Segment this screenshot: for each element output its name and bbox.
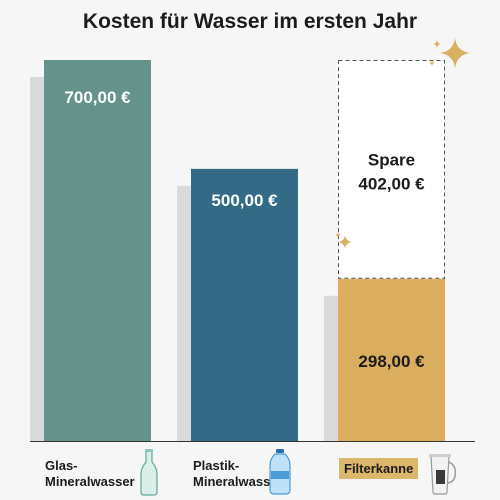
savings-value-label: 402,00 € bbox=[358, 174, 425, 193]
sparkle-icon bbox=[433, 40, 441, 48]
sparkle-icon bbox=[440, 38, 470, 68]
category-label-glas: Glas- Mineralwasser bbox=[45, 458, 135, 489]
bar-value-label: 298,00 € bbox=[358, 352, 425, 371]
bar-filterkanne bbox=[338, 278, 445, 441]
savings-label: Spare bbox=[368, 150, 415, 169]
bar-value-label: 700,00 € bbox=[64, 88, 131, 107]
filter-pitcher-icon bbox=[429, 454, 457, 495]
bar-plastik bbox=[191, 168, 298, 441]
category-label-filterkanne: Filterkanne bbox=[339, 458, 419, 479]
bar-value-label: 500,00 € bbox=[211, 191, 278, 210]
bar-glas bbox=[44, 60, 151, 441]
category-label-plastik: Plastik- Mineralwasser bbox=[193, 458, 283, 489]
chart-title: Kosten für Wasser im ersten Jahr bbox=[82, 10, 418, 33]
sparkle-icon bbox=[429, 60, 435, 66]
glass-bottle-icon bbox=[140, 449, 158, 496]
sparkle-icon bbox=[338, 235, 352, 249]
sparkle-icon bbox=[335, 232, 341, 238]
bar-savings bbox=[338, 60, 445, 279]
plastic-bottle-icon bbox=[269, 449, 291, 495]
